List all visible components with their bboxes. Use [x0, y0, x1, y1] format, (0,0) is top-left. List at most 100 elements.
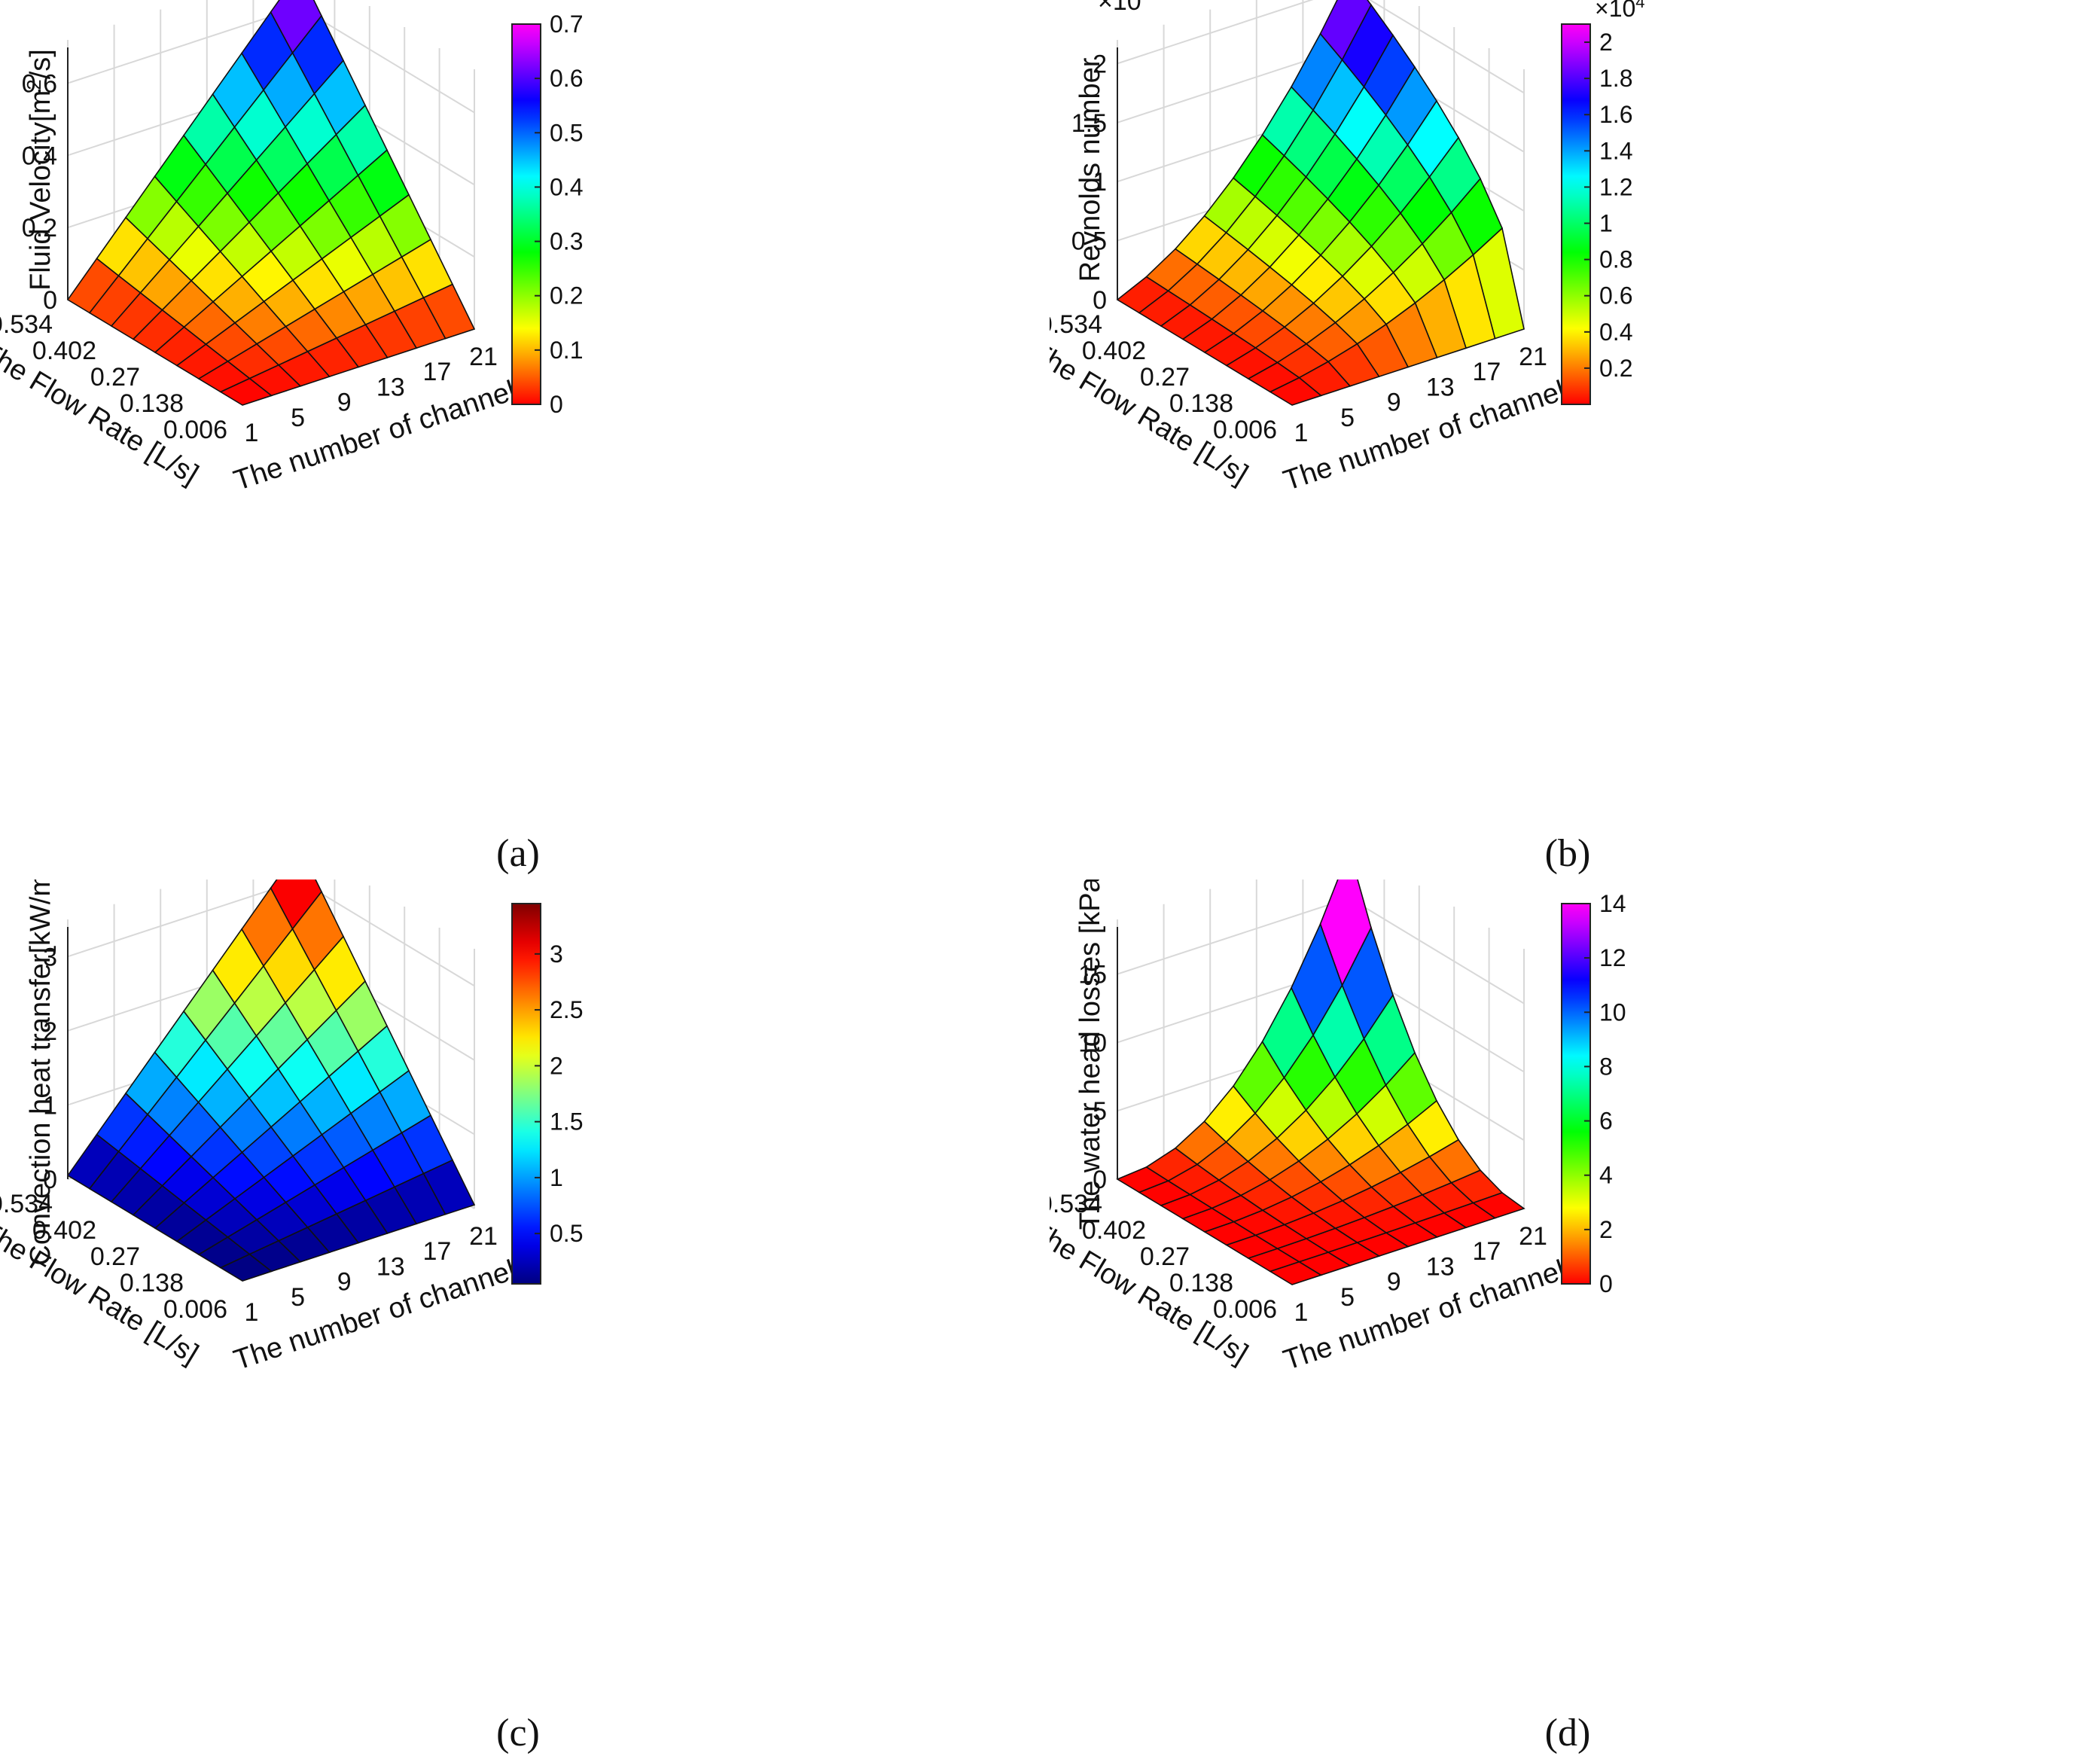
x-tick-label: 13: [376, 373, 405, 401]
x-tick-label: 5: [1340, 404, 1355, 432]
y-tick-label: 0.006: [163, 416, 227, 444]
x-tick-label: 17: [1472, 1237, 1501, 1266]
surface-group: [1116, 880, 1525, 1285]
y-tick-label: 0.534: [1050, 310, 1102, 339]
surface-patch: [219, 1253, 273, 1282]
colorbar: [511, 23, 541, 405]
colorbar-tick-label: 0.6: [550, 65, 583, 92]
y-tick-label: 0.006: [163, 1295, 227, 1324]
x-tick-label: 21: [1519, 343, 1547, 371]
colorbar-tick-label: 0.5: [550, 1220, 583, 1247]
colorbar-tick-label: 0.5: [550, 119, 583, 146]
panel-caption: (c): [496, 1712, 540, 1754]
surface-group: [66, 880, 476, 1282]
panel-d: 0 5 10 15 The water head losses [kPa] 1 5 9 13 17…: [1050, 880, 2099, 1759]
x-tick-label: 17: [1472, 358, 1501, 386]
colorbar-tick-label: 4: [1599, 1162, 1613, 1189]
grid-line: [1368, 0, 1525, 94]
surface-chart-b: 00.511.52×104Reynolds number159131721The…: [1050, 0, 1645, 875]
colorbar: [1561, 23, 1591, 405]
z-axis-label-sup: 2: [23, 79, 45, 90]
x-tick-label: 5: [1340, 1283, 1355, 1312]
y-tick-label: 0.27: [90, 363, 140, 392]
z-axis-label: Convection heat transfer[kW/m2C]: [23, 880, 56, 1266]
grid-line: [67, 6, 300, 84]
x-tick-label: 13: [1426, 1252, 1455, 1281]
surface-group: [66, 0, 476, 406]
colorbar: [1561, 903, 1591, 1285]
x-tick-label: 1: [245, 1298, 259, 1327]
y-tick-label: 0.006: [1213, 1295, 1277, 1324]
colorbar-tick-label: 6: [1599, 1108, 1613, 1135]
colorbar-tick-label: 0.7: [550, 11, 583, 38]
y-tick-label: 0.534: [1050, 1190, 1102, 1218]
colorbar-tick-label: 0.1: [550, 337, 583, 364]
colorbar-tick-label: 12: [1599, 944, 1626, 971]
y-tick-label: 0.138: [120, 1269, 184, 1297]
y-tick-label: 0.402: [32, 337, 96, 365]
surface-patch: [219, 377, 273, 406]
y-tick-label: 0.27: [1140, 363, 1190, 392]
x-tick-label: 9: [337, 389, 352, 417]
z-tick-label: 5: [1093, 1097, 1107, 1126]
grid-line: [299, 880, 475, 987]
x-tick-label: 9: [337, 1268, 352, 1297]
colorbar-tick-label: 3: [550, 940, 563, 968]
x-tick-label: 5: [291, 1283, 305, 1312]
z-tick-label: 1: [43, 1091, 57, 1120]
panel-b: 00.511.52×104Reynolds number159131721The…: [1050, 0, 2099, 880]
panel-caption: (d): [1545, 1712, 1591, 1754]
surface-patch: [1269, 376, 1323, 406]
z-tick-label: 0: [43, 1166, 57, 1194]
z-tick-label: 0: [1093, 286, 1107, 315]
grid-line: [1117, 897, 1350, 975]
colorbar-tick-label: 0.4: [1599, 319, 1632, 346]
x-tick-label: 21: [469, 343, 498, 371]
colorbar-tick-label: 1: [550, 1164, 563, 1191]
colorbar-tick-label: 1: [1599, 210, 1613, 237]
colorbar-tick-label: 0.8: [1599, 246, 1632, 273]
x-tick-label: 1: [1294, 419, 1309, 447]
colorbar-exponent-power: 4: [1635, 0, 1644, 11]
colorbar-tick-label: 10: [1599, 998, 1626, 1026]
colorbar: [511, 903, 541, 1285]
y-tick-label: 0.534: [0, 310, 53, 339]
z-tick-label: 3: [43, 943, 57, 971]
colorbar-tick-label: 0.3: [550, 228, 583, 255]
z-tick-label: 0: [1093, 1166, 1107, 1194]
colorbar-tick-label: 14: [1599, 890, 1626, 917]
z-tick-label: 2: [43, 1017, 57, 1046]
x-tick-label: 5: [291, 404, 305, 432]
y-tick-label: 0.402: [1082, 1216, 1146, 1245]
z-tick-label: 0.4: [22, 142, 57, 170]
z-exponent-label: ×104: [1098, 0, 1151, 16]
colorbar-tick-label: 8: [1599, 1053, 1613, 1080]
grid-line: [1349, 897, 1525, 1004]
colorbar-tick-label: 0: [1599, 1270, 1613, 1297]
colorbar-tick-label: 0: [550, 391, 563, 418]
y-tick-label: 0.006: [1213, 416, 1277, 444]
colorbar-tick-label: 2: [1599, 1216, 1613, 1243]
x-axis-label: The number of channel: [230, 1254, 519, 1376]
x-tick-label: 9: [1387, 389, 1401, 417]
z-tick-label: 0.6: [22, 70, 57, 99]
x-tick-label: 13: [1426, 373, 1455, 401]
z-tick-label: 0: [43, 286, 57, 315]
colorbar-tick-label: 1.6: [1599, 101, 1632, 128]
x-tick-label: 17: [422, 1237, 451, 1266]
panel-caption: (a): [496, 832, 540, 875]
z-tick-label: 10: [1078, 1029, 1107, 1057]
z-tick-label: 1.5: [1071, 109, 1107, 138]
z-exponent-power: 4: [1141, 0, 1151, 4]
z-tick-label: 2: [1093, 50, 1107, 78]
colorbar-tick-label: 0.2: [550, 282, 583, 309]
x-tick-label: 1: [245, 419, 259, 447]
y-tick-label: 0.138: [1169, 1269, 1233, 1297]
colorbar-tick-label: 1.4: [1599, 137, 1632, 164]
colorbar-tick-label: 2: [550, 1052, 563, 1079]
x-tick-label: 9: [1387, 1268, 1401, 1297]
